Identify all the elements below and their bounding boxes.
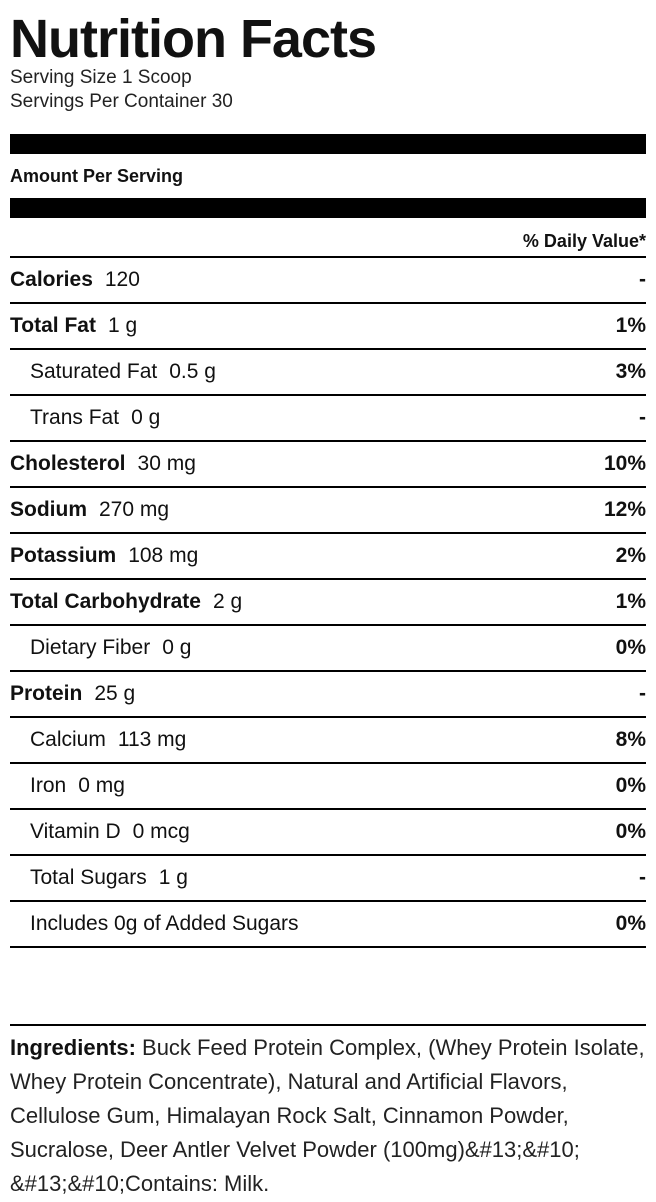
nutrient-name: Potassium	[10, 544, 117, 567]
nutrient-daily-value: 2%	[615, 544, 646, 567]
nutrient-name: Calcium	[30, 728, 106, 751]
nutrient-row: Total Sugars 1 g -	[10, 856, 646, 902]
nutrient-name: Total Fat	[10, 314, 96, 337]
nutrient-amount: 1 g	[158, 866, 188, 889]
nutrient-daily-value: 0%	[615, 820, 646, 843]
ingredients-block: Ingredients: Buck Feed Protein Complex, …	[10, 1026, 646, 1201]
nutrient-name: Protein	[10, 682, 83, 705]
nutrient-daily-value: 8%	[615, 728, 646, 751]
nutrient-row: Total Carbohydrate 2 g 1%	[10, 580, 646, 626]
nutrient-row: Calcium 113 mg 8%	[10, 718, 646, 764]
nutrient-name: Saturated Fat	[30, 360, 158, 383]
amount-per-serving: Amount Per Serving	[10, 166, 184, 186]
daily-value-header: % Daily Value*	[10, 218, 646, 258]
nutrient-name: Trans Fat	[30, 406, 120, 429]
nutrient-row: Potassium 108 mg 2%	[10, 534, 646, 580]
serving-size: Serving Size 1 Scoop	[10, 67, 192, 88]
ingredients-divider	[10, 1024, 646, 1026]
nutrient-daily-value: -	[639, 268, 646, 291]
nutrient-name: Dietary Fiber	[30, 636, 151, 659]
nutrient-daily-value: 10%	[603, 452, 646, 475]
nutrient-left: Potassium 108 mg	[10, 544, 198, 568]
nutrient-name: Vitamin D	[30, 820, 121, 843]
nutrient-left: Total Fat 1 g	[10, 314, 137, 338]
nutrient-daily-value: 12%	[603, 498, 646, 521]
nutrient-row: Vitamin D 0 mcg 0%	[10, 810, 646, 856]
nutrient-left: Saturated Fat 0.5 g	[10, 360, 216, 384]
nutrient-row: Cholesterol 30 mg 10%	[10, 442, 646, 488]
nutrient-row: Dietary Fiber 0 g 0%	[10, 626, 646, 672]
ingredients-label: Ingredients:	[10, 1035, 136, 1060]
nutrient-name: Total Sugars	[30, 866, 147, 889]
nutrient-left: Calories 120	[10, 268, 140, 292]
nutrient-amount: 25 g	[94, 682, 136, 705]
nutrient-amount: 0 mg	[78, 774, 125, 797]
nutrient-row: Includes 0g of Added Sugars 0%	[10, 902, 646, 948]
nutrient-row: Trans Fat 0 g -	[10, 396, 646, 442]
nutrient-daily-value: -	[639, 682, 646, 705]
nutrient-rows: Calories 120 - Total Fat 1 g 1% Saturated Fat 0…	[10, 258, 646, 948]
label-title: Nutrition Facts	[10, 9, 377, 69]
nutrient-amount: 270 mg	[99, 498, 170, 521]
nutrient-name: Total Carbohydrate	[10, 590, 201, 613]
nutrient-row: Saturated Fat 0.5 g 3%	[10, 350, 646, 396]
nutrient-amount: 108 mg	[128, 544, 199, 567]
nutrient-amount: 2 g	[212, 590, 243, 613]
nutrient-name: Calories	[10, 268, 93, 291]
nutrient-left: Calcium 113 mg	[10, 728, 186, 752]
nutrient-row: Protein 25 g -	[10, 672, 646, 718]
nutrient-amount: 1 g	[107, 314, 138, 337]
nutrient-left: Total Sugars 1 g	[10, 866, 188, 890]
nutrient-name: Includes 0g of Added Sugars	[30, 912, 299, 935]
nutrient-left: Vitamin D 0 mcg	[10, 820, 190, 844]
nutrient-amount: 0 mcg	[132, 820, 190, 843]
nutrient-amount: 0.5 g	[169, 360, 216, 383]
thick-divider-middle	[10, 198, 646, 218]
nutrition-label: Nutrition Facts Serving Size 1 Scoop Ser…	[10, 0, 646, 1202]
nutrient-daily-value: 1%	[615, 314, 646, 337]
nutrient-name: Sodium	[10, 498, 87, 521]
nutrient-left: Total Carbohydrate 2 g	[10, 590, 242, 614]
nutrient-left: Dietary Fiber 0 g	[10, 636, 191, 660]
nutrient-daily-value: 0%	[615, 774, 646, 797]
nutrient-left: Sodium 270 mg	[10, 498, 169, 522]
nutrient-daily-value: 0%	[615, 912, 646, 935]
nutrient-left: Trans Fat 0 g	[10, 406, 160, 430]
nutrient-amount: 113 mg	[117, 728, 187, 751]
servings-per-container: Servings Per Container 30	[10, 91, 233, 112]
nutrient-left: Protein 25 g	[10, 682, 135, 706]
nutrient-amount: 120	[104, 268, 140, 291]
nutrient-row: Sodium 270 mg 12%	[10, 488, 646, 534]
nutrient-daily-value: -	[639, 866, 646, 889]
nutrient-amount: 0 g	[162, 636, 192, 659]
nutrient-name: Cholesterol	[10, 452, 126, 475]
nutrient-amount: 30 mg	[137, 452, 196, 475]
nutrient-row: Total Fat 1 g 1%	[10, 304, 646, 350]
nutrient-daily-value: 3%	[615, 360, 646, 383]
ingredients-text: Buck Feed Protein Complex, (Whey Protein…	[10, 1035, 645, 1196]
nutrient-row: Iron 0 mg 0%	[10, 764, 646, 810]
nutrient-amount: 0 g	[131, 406, 161, 429]
nutrient-left: Cholesterol 30 mg	[10, 452, 196, 476]
nutrient-daily-value: -	[639, 406, 646, 429]
nutrient-daily-value: 0%	[615, 636, 646, 659]
thick-divider-top	[10, 134, 646, 154]
nutrient-name: Iron	[30, 774, 67, 797]
nutrient-daily-value: 1%	[615, 590, 646, 613]
nutrient-row: Calories 120 -	[10, 258, 646, 304]
nutrient-left: Includes 0g of Added Sugars	[10, 912, 299, 936]
nutrient-left: Iron 0 mg	[10, 774, 125, 798]
